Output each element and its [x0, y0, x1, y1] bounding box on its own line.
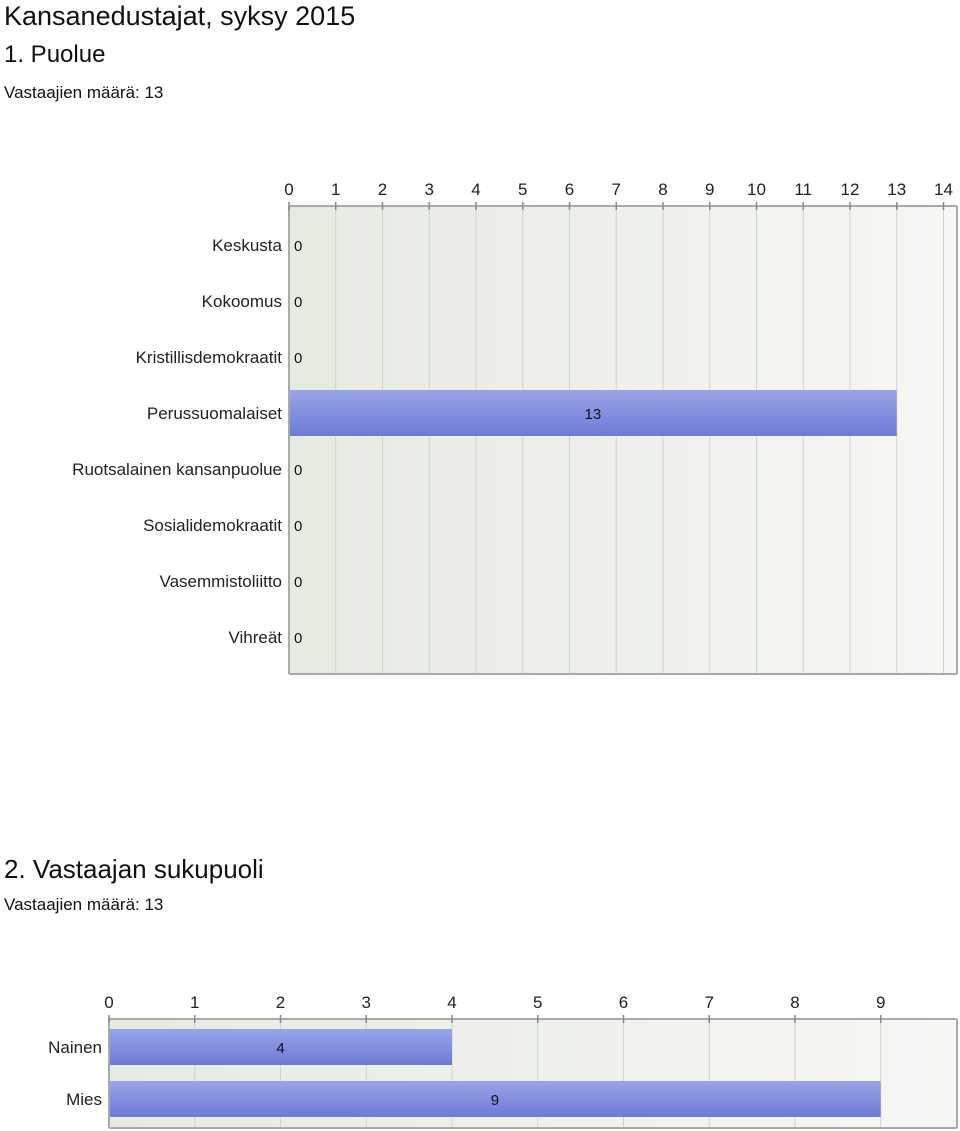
plot-area	[289, 206, 957, 674]
tick-label: 3	[425, 180, 434, 199]
page-title: Kansanedustajat, syksy 2015	[4, 1, 356, 31]
tick-label: 9	[876, 993, 885, 1012]
bar-value-label: 0	[294, 574, 302, 591]
tick-label: 0	[284, 180, 293, 199]
bar	[109, 1029, 452, 1065]
tick-label: 7	[705, 993, 714, 1012]
bar	[289, 390, 897, 436]
tick-label: 6	[619, 993, 628, 1012]
bar-value-label: 0	[294, 518, 302, 535]
bar-value-label: 13	[585, 406, 602, 423]
category-label: Perussuomalaiset	[147, 404, 282, 423]
category-label: Ruotsalainen kansanpuolue	[72, 460, 282, 479]
party-bar-chart: Keskusta 0 Kokoomus 0 Kristillisdemokraatit 0…	[72, 180, 958, 675]
tick-label: 5	[533, 993, 542, 1012]
tick-label: 1	[331, 180, 340, 199]
bar-value-label: 0	[294, 630, 302, 647]
tick-label: 11	[794, 180, 812, 199]
bar	[109, 1081, 881, 1117]
question-2-respondent-count: Vastaajien määrä: 13	[4, 895, 164, 914]
tick-label: 4	[471, 180, 480, 199]
tick-label: 13	[887, 180, 906, 199]
category-label: Sosialidemokraatit	[143, 516, 282, 535]
tick-label: 3	[362, 993, 371, 1012]
question-2-title: 2. Vastaajan sukupuoli	[4, 854, 264, 884]
category-label: Keskusta	[212, 236, 282, 255]
bar-value-label: 4	[276, 1040, 284, 1057]
tick-label: 4	[447, 993, 456, 1012]
tick-label: 2	[276, 993, 285, 1012]
tick-label: 5	[518, 180, 527, 199]
tick-label: 9	[705, 180, 714, 199]
gender-bar-chart: Nainen 4 Mies 9 0 1 2 3 4 5 6 7 8 9	[48, 993, 958, 1129]
bar-value-label: 0	[294, 238, 302, 255]
category-label: Mies	[66, 1090, 102, 1109]
tick-label: 1	[190, 993, 199, 1012]
bar-value-label: 0	[294, 462, 302, 479]
tick-label: 0	[104, 993, 113, 1012]
tick-label: 2	[378, 180, 387, 199]
question-1-title: 1. Puolue	[4, 41, 106, 68]
category-label: Vasemmistoliitto	[160, 572, 283, 591]
tick-label: 8	[658, 180, 667, 199]
bar-value-label: 9	[491, 1092, 499, 1109]
tick-label: 10	[747, 180, 766, 199]
bar-value-label: 0	[294, 294, 302, 311]
tick-label: 6	[565, 180, 574, 199]
tick-label: 7	[612, 180, 621, 199]
tick-label: 8	[790, 993, 799, 1012]
category-label: Kokoomus	[202, 292, 282, 311]
tick-label: 14	[934, 180, 953, 199]
tick-label: 12	[841, 180, 860, 199]
category-label: Kristillisdemokraatit	[136, 348, 283, 367]
bar-value-label: 0	[294, 350, 302, 367]
category-label: Nainen	[48, 1038, 102, 1057]
category-label: Vihreät	[228, 628, 282, 647]
question-1-respondent-count: Vastaajien määrä: 13	[4, 83, 164, 102]
